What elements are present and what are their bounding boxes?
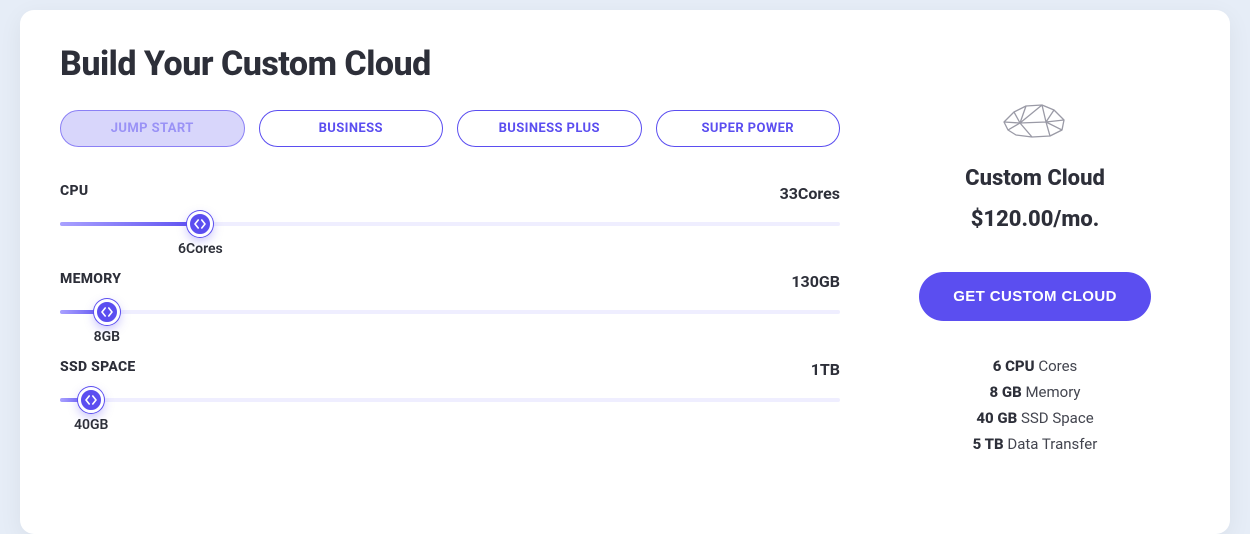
configurator-card: Build Your Custom Cloud JUMP START BUSIN… bbox=[20, 10, 1230, 534]
slider-label-memory: MEMORY bbox=[60, 271, 121, 287]
slider-value-cpu: 6Cores bbox=[178, 241, 223, 257]
slider-block-ssd: SSD SPACE 1TB 40GB bbox=[60, 359, 840, 417]
product-title: Custom Cloud bbox=[965, 166, 1105, 191]
slider-track bbox=[60, 222, 840, 226]
spec-line-transfer: 5 TB Data Transfer bbox=[973, 435, 1098, 453]
slider-ssd[interactable]: 40GB bbox=[60, 383, 840, 417]
slider-cpu[interactable]: 6Cores bbox=[60, 207, 840, 241]
slider-thumb-ssd[interactable] bbox=[78, 387, 104, 413]
slider-max-cpu: 33Cores bbox=[780, 184, 840, 203]
slider-block-cpu: CPU 33Cores 6Cores bbox=[60, 183, 840, 241]
drag-handle-icon bbox=[194, 218, 206, 230]
preset-row: JUMP START BUSINESS BUSINESS PLUS SUPER … bbox=[60, 110, 840, 147]
preset-super-power[interactable]: SUPER POWER bbox=[656, 110, 841, 147]
cloud-icon bbox=[1002, 102, 1068, 144]
summary-panel: Custom Cloud $120.00/mo. GET CUSTOM CLOU… bbox=[880, 44, 1190, 508]
slider-track bbox=[60, 398, 840, 402]
spec-line-cpu: 6 CPU Cores bbox=[993, 357, 1078, 375]
slider-memory[interactable]: 8GB bbox=[60, 295, 840, 329]
slider-max-memory: 130GB bbox=[791, 272, 840, 291]
slider-track bbox=[60, 310, 840, 314]
slider-label-cpu: CPU bbox=[60, 183, 88, 199]
preset-business-plus[interactable]: BUSINESS PLUS bbox=[457, 110, 642, 147]
slider-max-ssd: 1TB bbox=[811, 360, 840, 379]
page-title: Build Your Custom Cloud bbox=[60, 44, 840, 84]
spec-line-memory: 8 GB Memory bbox=[989, 383, 1080, 401]
configurator-left-panel: Build Your Custom Cloud JUMP START BUSIN… bbox=[60, 44, 840, 508]
drag-handle-icon bbox=[85, 394, 97, 406]
price: $120.00/mo. bbox=[971, 207, 1100, 232]
drag-handle-icon bbox=[101, 306, 113, 318]
spec-line-ssd: 40 GB SSD Space bbox=[976, 409, 1093, 427]
slider-thumb-cpu[interactable] bbox=[187, 211, 213, 237]
slider-fill bbox=[60, 222, 200, 226]
spec-list: 6 CPU Cores 8 GB Memory 40 GB SSD Space … bbox=[973, 357, 1098, 453]
slider-label-ssd: SSD SPACE bbox=[60, 359, 136, 375]
slider-value-ssd: 40GB bbox=[74, 417, 108, 433]
slider-thumb-memory[interactable] bbox=[94, 299, 120, 325]
slider-value-memory: 8GB bbox=[94, 329, 120, 345]
slider-block-memory: MEMORY 130GB 8GB bbox=[60, 271, 840, 329]
preset-jump-start[interactable]: JUMP START bbox=[60, 110, 245, 147]
preset-business[interactable]: BUSINESS bbox=[259, 110, 444, 147]
get-custom-cloud-button[interactable]: GET CUSTOM CLOUD bbox=[919, 272, 1151, 321]
